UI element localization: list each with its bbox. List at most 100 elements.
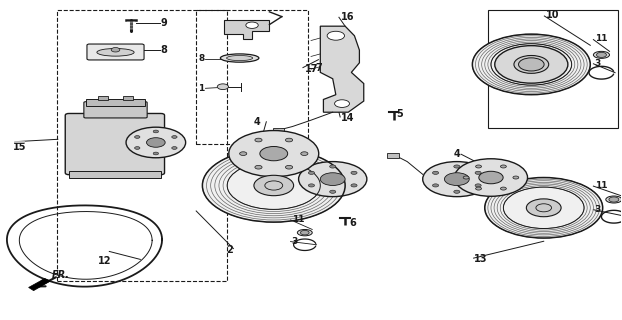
Bar	[388, 153, 399, 158]
Circle shape	[126, 127, 185, 158]
Circle shape	[134, 136, 140, 138]
Circle shape	[513, 176, 519, 179]
Circle shape	[330, 190, 336, 193]
Text: 8: 8	[161, 45, 168, 55]
Polygon shape	[29, 278, 50, 291]
Circle shape	[301, 152, 308, 156]
Bar	[123, 96, 133, 100]
Circle shape	[526, 199, 561, 217]
Circle shape	[299, 162, 367, 197]
Ellipse shape	[97, 49, 134, 56]
Text: 1: 1	[198, 84, 204, 93]
Circle shape	[320, 173, 345, 186]
Text: 15: 15	[13, 142, 27, 152]
Ellipse shape	[297, 229, 312, 236]
Text: 11: 11	[292, 215, 304, 224]
Circle shape	[229, 131, 318, 177]
Bar	[488, 10, 618, 128]
Circle shape	[172, 147, 177, 149]
Circle shape	[153, 152, 159, 155]
Circle shape	[432, 171, 439, 174]
FancyBboxPatch shape	[84, 102, 147, 118]
Circle shape	[153, 130, 159, 133]
Circle shape	[514, 55, 549, 73]
Text: 3: 3	[595, 205, 601, 214]
Circle shape	[134, 147, 140, 149]
Text: 14: 14	[341, 113, 355, 123]
Circle shape	[255, 138, 262, 142]
Bar	[272, 128, 284, 132]
Circle shape	[330, 165, 336, 168]
Text: FR.: FR.	[52, 270, 70, 280]
Bar	[86, 100, 146, 107]
Circle shape	[254, 175, 294, 196]
Text: 2: 2	[226, 245, 233, 255]
Ellipse shape	[220, 54, 259, 62]
Circle shape	[217, 84, 228, 90]
Circle shape	[327, 31, 345, 40]
Circle shape	[454, 190, 460, 193]
Circle shape	[519, 58, 544, 71]
Text: 11: 11	[595, 181, 607, 190]
Circle shape	[485, 178, 603, 238]
Circle shape	[335, 100, 350, 108]
Circle shape	[454, 165, 460, 168]
Circle shape	[147, 138, 165, 147]
Polygon shape	[224, 20, 269, 39]
Text: 8: 8	[198, 54, 204, 63]
Text: 4: 4	[253, 117, 260, 127]
Text: 3: 3	[292, 237, 298, 246]
Ellipse shape	[226, 55, 253, 60]
Text: 5: 5	[397, 109, 404, 119]
Circle shape	[309, 171, 315, 174]
Circle shape	[455, 159, 527, 196]
Circle shape	[202, 149, 345, 222]
Circle shape	[300, 230, 309, 235]
Circle shape	[463, 176, 469, 179]
Circle shape	[475, 171, 481, 174]
Circle shape	[351, 171, 357, 174]
Circle shape	[260, 147, 287, 161]
Circle shape	[609, 197, 619, 202]
Circle shape	[596, 52, 606, 57]
Text: 11: 11	[595, 35, 607, 44]
Circle shape	[432, 184, 439, 187]
Bar	[196, 10, 308, 144]
Circle shape	[285, 165, 292, 169]
FancyBboxPatch shape	[87, 44, 144, 60]
Text: 6: 6	[350, 219, 356, 228]
Circle shape	[445, 173, 469, 186]
Circle shape	[501, 187, 506, 190]
Text: 17: 17	[305, 64, 318, 74]
Text: 4: 4	[453, 149, 460, 159]
Ellipse shape	[593, 51, 610, 58]
Ellipse shape	[606, 196, 622, 203]
Circle shape	[494, 46, 568, 83]
Circle shape	[476, 165, 481, 168]
Circle shape	[246, 22, 258, 28]
Text: 9: 9	[161, 18, 167, 28]
Bar	[69, 171, 161, 178]
Circle shape	[501, 165, 506, 168]
Polygon shape	[320, 26, 364, 112]
Text: 3: 3	[595, 59, 601, 68]
Circle shape	[285, 138, 292, 142]
Circle shape	[239, 152, 247, 156]
Circle shape	[111, 48, 120, 52]
Text: 12: 12	[98, 256, 111, 266]
Circle shape	[476, 187, 481, 190]
Circle shape	[255, 165, 262, 169]
Circle shape	[423, 162, 491, 197]
Text: 10: 10	[545, 10, 559, 20]
FancyBboxPatch shape	[65, 114, 165, 175]
Text: 13: 13	[474, 254, 488, 264]
Text: 16: 16	[341, 12, 355, 22]
Circle shape	[479, 171, 503, 184]
Circle shape	[472, 34, 590, 95]
Circle shape	[309, 184, 315, 187]
Bar	[98, 96, 108, 100]
Text: 7: 7	[315, 63, 322, 73]
Circle shape	[351, 184, 357, 187]
Bar	[57, 10, 227, 281]
Circle shape	[475, 184, 481, 187]
